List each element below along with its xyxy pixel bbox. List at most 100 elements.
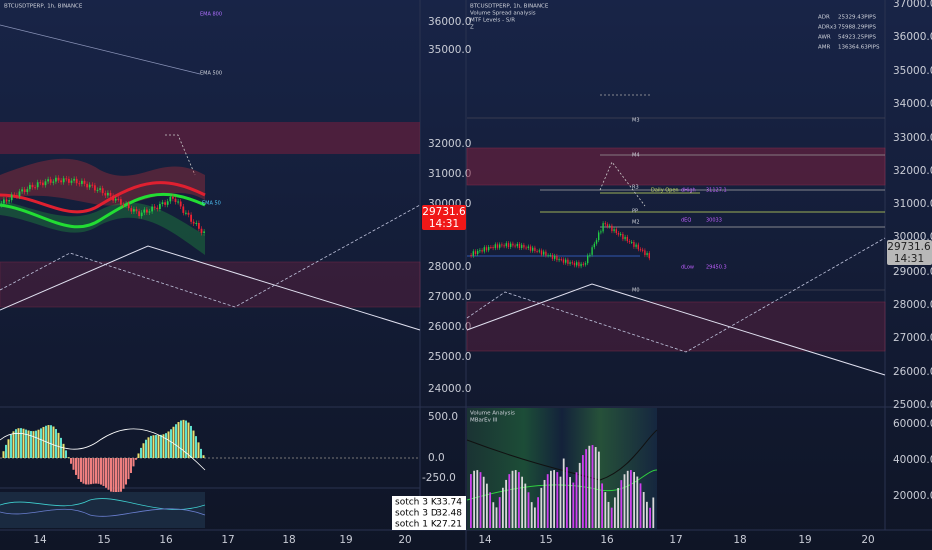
- stat-name: AWR: [818, 35, 831, 41]
- time-label: 14: [33, 534, 47, 546]
- candle: [582, 263, 584, 265]
- candle: [138, 211, 140, 217]
- symbol-header: BTCUSDTPERP, 1h, BINANCE: [470, 4, 549, 10]
- volume-bar: [601, 483, 603, 528]
- macd-line: [0, 428, 206, 471]
- stat-value: 75988.29PIPS: [838, 25, 876, 31]
- candle: [91, 184, 94, 186]
- candle: [166, 201, 169, 205]
- band-line: [0, 192, 206, 229]
- histogram-bar: [117, 458, 120, 494]
- candle: [576, 262, 578, 266]
- time-label: 19: [798, 534, 811, 546]
- candle: [646, 253, 648, 256]
- time-label: 17: [669, 534, 682, 546]
- candle: [523, 244, 525, 248]
- candle: [490, 246, 492, 248]
- left-candles: [0, 175, 205, 236]
- level-label: PP: [632, 209, 638, 215]
- volume-bar: [633, 472, 635, 528]
- volume-bar: [562, 458, 565, 528]
- volume-bar: [495, 507, 498, 528]
- stat-name: ADR: [818, 15, 830, 21]
- level-label: dHigh: [681, 188, 696, 194]
- histogram-bar: [165, 433, 167, 458]
- resistance-zone: [0, 122, 420, 154]
- candle: [626, 236, 628, 242]
- level-label: M4: [632, 153, 640, 159]
- table-cell: sotch 3 D: [395, 509, 438, 519]
- support-zone: [0, 261, 421, 308]
- candle: [31, 184, 34, 188]
- histogram-bar: [180, 420, 182, 458]
- histogram-bar: [190, 425, 192, 458]
- axis-label: 28000.0: [428, 261, 471, 273]
- candle: [75, 178, 78, 184]
- volume-bar: [594, 447, 597, 528]
- candle: [177, 201, 179, 203]
- candle: [192, 221, 195, 224]
- volume-bar: [514, 470, 517, 528]
- candle: [29, 184, 31, 190]
- candle: [88, 184, 91, 188]
- candle: [151, 206, 153, 212]
- axis-label: 40000.0: [893, 454, 932, 466]
- candle: [23, 189, 26, 193]
- histogram-bar: [137, 453, 140, 458]
- histogram-bar: [7, 439, 10, 458]
- histogram-bar: [77, 458, 80, 479]
- right-time-axis: 14 15 16 17 18 19 20: [478, 534, 874, 546]
- level-label: dEQ: [681, 218, 691, 224]
- candle: [96, 189, 99, 191]
- time-label: 20: [861, 534, 874, 546]
- candle: [635, 244, 637, 247]
- level-label: dLow: [681, 265, 694, 271]
- candle: [477, 250, 479, 254]
- candle: [10, 194, 13, 201]
- candle: [146, 209, 148, 213]
- candle: [127, 203, 130, 209]
- histogram-bar: [132, 458, 135, 467]
- time-label: 17: [221, 534, 234, 546]
- volume-bar: [556, 472, 559, 528]
- stats-table: ADR 25329.43PIPS ADRx3 75988.29PIPS AWR …: [818, 15, 880, 51]
- volume-bar: [479, 472, 482, 528]
- axis-label: 33000.0: [893, 132, 932, 144]
- histogram-bar: [62, 443, 65, 458]
- candle: [560, 259, 562, 261]
- volume-bar: [482, 476, 485, 528]
- volume-bar: [534, 507, 536, 528]
- axis-label: 25000.0: [428, 351, 471, 363]
- candle: [483, 247, 485, 252]
- volume-bar: [550, 470, 552, 528]
- candle: [527, 246, 529, 249]
- candle: [620, 234, 622, 236]
- candle: [481, 250, 483, 252]
- volume-bar: [559, 476, 562, 528]
- indicator-name: MBarEv III: [470, 418, 498, 424]
- stat-name: ADRx3: [818, 25, 837, 31]
- volume-bar: [569, 477, 571, 528]
- volume-bar: [620, 480, 623, 528]
- histogram-bar: [42, 426, 45, 458]
- support-zone: [466, 301, 886, 352]
- oscillator: [0, 419, 206, 494]
- stat-value: 54923.25PIPS: [838, 35, 876, 41]
- candle: [600, 231, 602, 233]
- candle: [0, 203, 3, 205]
- candle: [554, 255, 556, 259]
- histogram-bar: [185, 420, 187, 458]
- histogram-bar: [95, 458, 97, 484]
- volume-bar: [524, 483, 527, 528]
- histogram-bar: [197, 442, 200, 458]
- candle: [562, 259, 565, 263]
- volume-bar: [639, 483, 642, 528]
- volume-bar: [623, 474, 626, 528]
- resistance-zone: [466, 147, 886, 186]
- volume-bar: [505, 479, 507, 528]
- histogram-bar: [107, 458, 110, 490]
- candle: [639, 249, 642, 251]
- histogram-bar: [15, 429, 17, 458]
- volume-bar: [588, 445, 591, 528]
- candle: [16, 195, 18, 197]
